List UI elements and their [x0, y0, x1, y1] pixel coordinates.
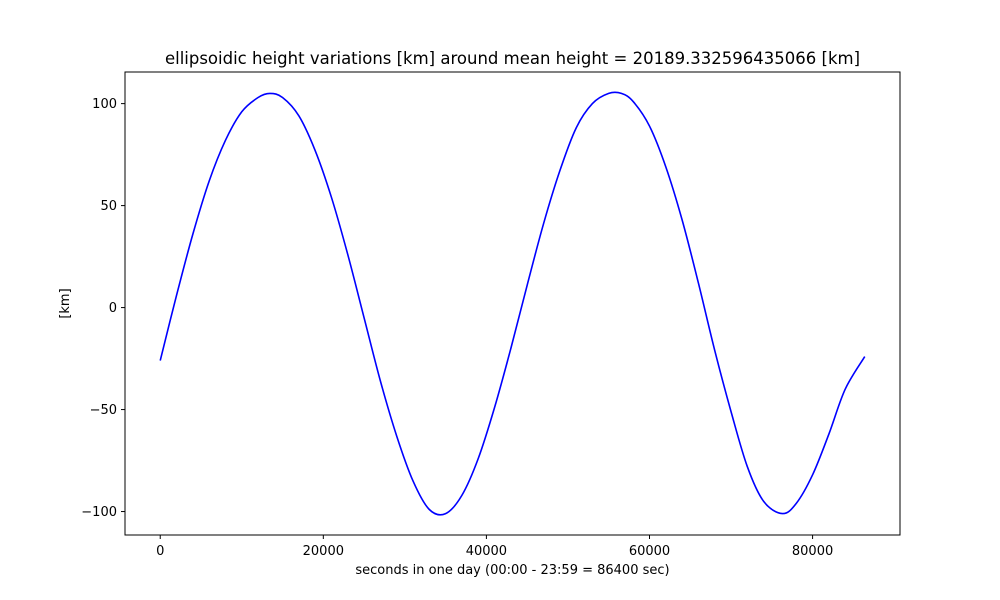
x-tick-label: 60000: [629, 544, 670, 559]
axis-ticks: 0 20000 40000 60000 80000 −100 −50 0 50 100: [81, 97, 833, 559]
series-layer: [159, 91, 866, 516]
x-tick-label: 80000: [792, 544, 833, 559]
plot-area-frame: [124, 71, 901, 536]
series-line: [159, 91, 866, 516]
y-tick-label: −50: [90, 403, 117, 418]
chart-title: ellipsoidic height variations [km] aroun…: [165, 49, 860, 68]
x-tick-label: 0: [156, 544, 164, 559]
y-tick-label: −100: [81, 505, 117, 520]
x-tick-label: 40000: [466, 544, 507, 559]
y-tick-label: 100: [92, 97, 117, 112]
y-tick-label: 50: [100, 199, 117, 214]
x-axis-label: seconds in one day (00:00 - 23:59 = 8640…: [355, 563, 669, 578]
x-tick-label: 20000: [303, 544, 344, 559]
y-axis-label: [km]: [58, 288, 73, 318]
y-tick-label: 0: [109, 301, 117, 316]
